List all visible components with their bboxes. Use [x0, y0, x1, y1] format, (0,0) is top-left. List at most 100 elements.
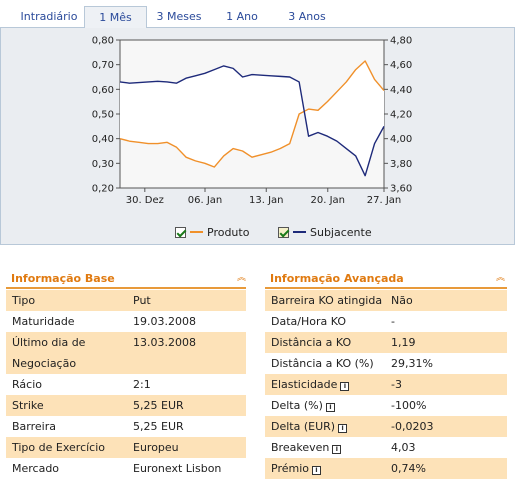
row-label: Prémio: [271, 462, 309, 475]
collapse-avancada-icon[interactable]: ︽: [496, 273, 506, 283]
tab-intradiario[interactable]: Intradiário: [20, 10, 78, 23]
y-left-tick-label: 0,60: [92, 85, 114, 96]
row-value: Euronext Lisbon: [133, 462, 222, 475]
table-row: Elasticidade i -3: [265, 374, 507, 395]
row-label: Breakeven: [271, 441, 330, 454]
row-label: Distância a KO (%): [271, 357, 374, 370]
table-row: Strike 5,25 EUR: [6, 395, 246, 416]
info-icon[interactable]: i: [312, 466, 321, 475]
info-icon[interactable]: i: [332, 445, 342, 454]
row-value: Europeu: [133, 441, 179, 454]
y-left-tick-label: 0,30: [92, 159, 114, 170]
info-icon[interactable]: i: [340, 382, 350, 391]
row-label: Rácio: [12, 378, 42, 391]
row-label: Barreira KO atingida: [271, 294, 383, 307]
table-row: Barreira 5,25 EUR: [6, 416, 246, 437]
legend-produto-label: Produto: [207, 225, 250, 239]
info-base-underline: [6, 287, 246, 289]
y-right-tick-label: 4,40: [390, 85, 412, 96]
tab-3-meses[interactable]: 3 Meses: [156, 10, 202, 23]
row-label: Maturidade: [12, 315, 75, 328]
table-row: Mercado Euronext Lisbon: [6, 458, 246, 479]
table-row: Barreira KO atingida Não: [265, 290, 507, 311]
table-row: Rácio 2:1: [6, 374, 246, 395]
series-gap-fill: [120, 60, 384, 176]
info-icon[interactable]: i: [325, 403, 335, 412]
info-icon[interactable]: i: [338, 424, 348, 433]
produto-swatch: [190, 231, 203, 233]
legend-subjacente[interactable]: Subjacente: [278, 225, 372, 239]
collapse-base-icon[interactable]: ︽: [237, 273, 247, 283]
legend-subjacente-label: Subjacente: [310, 225, 372, 239]
row-label: Elasticidade: [271, 378, 338, 391]
row-label: Delta (EUR): [271, 420, 336, 433]
legend-produto[interactable]: Produto: [175, 225, 249, 239]
y-right-tick-label: 4,20: [390, 110, 412, 121]
row-value: 4,03: [391, 441, 416, 454]
produto-checkbox[interactable]: [175, 226, 186, 238]
table-row: Data/Hora KO -: [265, 311, 507, 332]
subjacente-swatch: [293, 231, 306, 233]
x-tick-label: 27. Jan: [367, 195, 402, 206]
row-label: Barreira: [12, 420, 56, 433]
y-right-tick-label: 3,60: [390, 184, 412, 195]
x-tick-label: 30. Dez: [126, 195, 164, 206]
y-left-tick-label: 0,80: [92, 36, 114, 47]
row-label: Delta (%): [271, 399, 323, 412]
table-row: Último dia de Negociação 13.03.2008: [6, 332, 246, 374]
row-value: -100%: [391, 399, 427, 412]
y-left-tick-label: 0,50: [92, 110, 114, 121]
row-label: Tipo de Exercício: [12, 441, 106, 454]
table-row: Distância a KO (%) 29,31%: [265, 353, 507, 374]
row-value: Não: [391, 294, 413, 307]
tab-3-anos[interactable]: 3 Anos: [288, 10, 326, 23]
row-value: -0,0203: [391, 420, 434, 433]
chart-panel: 0,80 0,70 0,60 0,50 0,40 0,30 0,20 4,80 4,60 4,40…: [0, 28, 515, 245]
x-tick-label: 06. Jan: [188, 195, 223, 206]
row-label-cont: Negociação: [12, 357, 77, 370]
info-avancada-title: Informação Avançada: [270, 272, 404, 285]
y-left-tick-label: 0,40: [92, 134, 114, 145]
table-row: Prémio i 0,74%: [265, 458, 507, 479]
tab-1-mes[interactable]: 1 Mês: [84, 6, 147, 29]
row-label-with-info: Prémio i: [271, 462, 321, 475]
table-row: Tipo de Exercício Europeu: [6, 437, 246, 458]
row-label: Strike: [12, 399, 44, 412]
series-line-produto: [119, 60, 385, 168]
subjacente-checkbox[interactable]: [278, 226, 289, 238]
y-right-tick-label: 4,60: [390, 60, 412, 71]
table-row: Delta (EUR) i -0,0203: [265, 416, 507, 437]
info-avancada-underline: [265, 287, 507, 289]
row-value: -3: [391, 378, 402, 391]
row-value: -: [391, 315, 395, 328]
row-label-with-info: Elasticidade i: [271, 378, 350, 391]
row-label: Data/Hora KO: [271, 315, 347, 328]
row-value: 2:1: [133, 378, 151, 391]
row-label: Tipo: [12, 294, 36, 307]
row-value: 0,74%: [391, 462, 426, 475]
row-label: Distância a KO: [271, 336, 352, 349]
period-tabs: Intradiário 1 Mês 3 Meses 1 Ano 3 Anos: [0, 0, 515, 29]
tab-1-ano[interactable]: 1 Ano: [226, 10, 258, 23]
table-row: Maturidade 19.03.2008: [6, 311, 246, 332]
row-value: Put: [133, 294, 151, 307]
y-left-tick-label: 0,70: [92, 60, 114, 71]
table-row: Distância a KO 1,19: [265, 332, 507, 353]
row-label-with-info: Delta (EUR) i: [271, 420, 348, 433]
table-row: Breakeven i 4,03: [265, 437, 507, 458]
row-label-with-info: Breakeven i: [271, 441, 342, 454]
price-chart: 0,80 0,70 0,60 0,50 0,40 0,30 0,20 4,80 4,60 4,40…: [92, 36, 413, 207]
table-row: Delta (%) i -100%: [265, 395, 507, 416]
x-tick-label: 20. Jan: [311, 195, 346, 206]
row-label: Mercado: [12, 462, 60, 475]
row-value: 13.03.2008: [133, 336, 196, 349]
y-right-tick-label: 3,80: [390, 159, 412, 170]
y-right-tick-label: 4,00: [390, 134, 412, 145]
info-base-title: Informação Base: [11, 272, 115, 285]
info-base-table: Tipo Put Maturidade 19.03.2008 Último di…: [6, 290, 246, 479]
y-left-tick-label: 0,20: [92, 184, 114, 195]
row-value: 29,31%: [391, 357, 433, 370]
row-value: 19.03.2008: [133, 315, 196, 328]
y-right-tick-label: 4,80: [390, 36, 412, 47]
row-value: 1,19: [391, 336, 416, 349]
